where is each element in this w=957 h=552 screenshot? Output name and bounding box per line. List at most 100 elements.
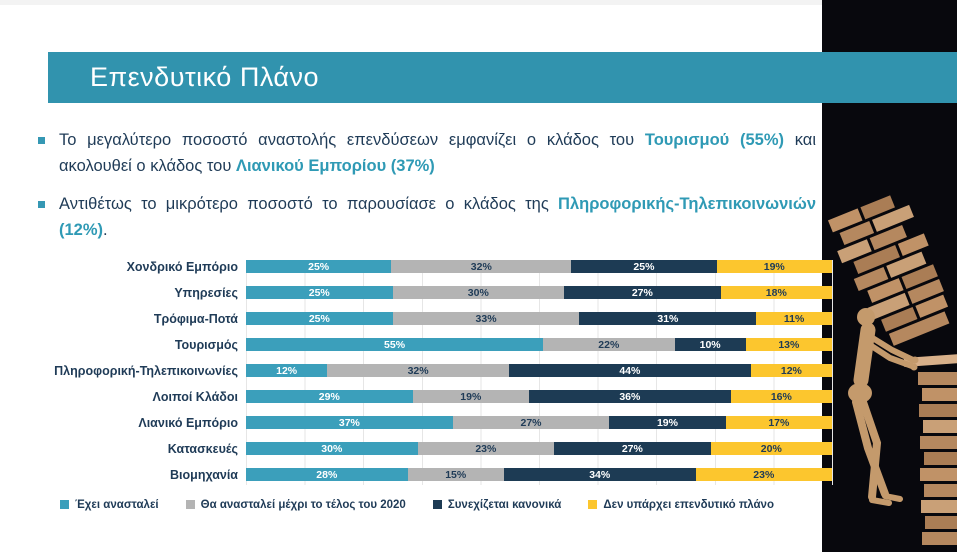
bar-segment: 27% <box>564 286 721 300</box>
stacked-bar: 29% 19% 36% 16% <box>246 390 833 404</box>
segment-value-label: 28% <box>316 468 338 481</box>
segment-value-label: 37% <box>338 416 360 429</box>
bar-segment: 15% <box>407 468 504 482</box>
segment-value-label: 30% <box>467 286 489 299</box>
stacked-bar: 12% 32% 44% 12% <box>246 364 833 378</box>
bar-segment: 32% <box>391 260 572 274</box>
chart-legend: Έχει ανασταλεί Θα ανασταλεί μέχρι το τέλο… <box>60 499 816 511</box>
bullet-list: Το μεγαλύτερο ποσοστό αναστολής επενδύσε… <box>36 128 816 244</box>
bar-segment: 18% <box>720 286 832 300</box>
segment-value-label: 44% <box>619 364 641 377</box>
bar-segment: 37% <box>246 416 453 430</box>
segment-value-label: 17% <box>768 416 790 429</box>
stacked-bar: 25% 32% 25% 19% <box>246 260 832 274</box>
segment-value-label: 25% <box>308 260 330 273</box>
bullet-text-run: και ακολουθεί ο κλάδος του <box>59 131 816 175</box>
segment-value-label: 11% <box>783 312 805 325</box>
segment-value-label: 55% <box>384 338 406 351</box>
segment-value-label: 19% <box>763 260 785 273</box>
slide-content: Το μεγαλύτερο ποσοστό αναστολής επενδύσε… <box>36 128 833 511</box>
segment-value-label: 27% <box>621 442 643 455</box>
bar-segment: 31% <box>579 312 757 326</box>
bar-segment: 23% <box>417 442 555 456</box>
category-label: Τρόφιμα-Ποτά <box>153 311 238 326</box>
chart-row: Χονδρικό Εμπόριο 25% 32% 25% 19% <box>36 259 832 274</box>
bullet-text-run: Αντιθέτως το μικρότερο ποσοστό το παρουσ… <box>59 195 559 214</box>
category-label: Βιομηχανία <box>170 467 238 482</box>
bullet-accent-run: Πληροφορικής-Τηλεπικοινωνιών (12%) <box>59 195 816 240</box>
stacked-bar: 30% 23% 27% 20% <box>246 442 832 456</box>
bar-segment: 33% <box>392 312 580 326</box>
chart-row: Τρόφιμα-Ποτά 25% 33% 31% 11% <box>36 311 832 326</box>
segment-value-label: 25% <box>633 260 655 273</box>
segment-value-label: 22% <box>598 338 620 351</box>
stacked-bar: 55% 22% 10% 13% <box>246 338 832 352</box>
segment-value-label: 23% <box>475 442 497 455</box>
category-label: Χονδρικό Εμπόριο <box>126 259 238 274</box>
segment-value-label: 25% <box>308 286 330 299</box>
bar-segment: 30% <box>392 286 565 300</box>
category-label: Λοιποί Κλάδοι <box>152 389 238 404</box>
category-label: Πληροφορική-Τηλεπικοινωνίες <box>54 363 238 378</box>
bar-segment: 27% <box>452 416 610 430</box>
bar-segment: 55% <box>246 338 544 352</box>
segment-value-label: 13% <box>778 338 800 351</box>
bar-segment: 25% <box>246 312 393 326</box>
bullet-item: Το μεγαλύτερο ποσοστό αναστολής επενδύσε… <box>36 128 816 179</box>
bar-segment: 16% <box>730 390 833 404</box>
segment-value-label: 23% <box>753 468 775 481</box>
bar-segment: 13% <box>745 338 832 352</box>
bar-segment: 11% <box>756 312 832 326</box>
stacked-bar-chart: Χονδρικό Εμπόριο 25% 32% 25% 19% Υπηρεσίες 25%… <box>36 259 833 511</box>
category-label: Κατασκευές <box>167 441 238 456</box>
segment-value-label: 27% <box>520 416 542 429</box>
bullet-text: Αντιθέτως το μικρότερο ποσοστό το παρουσ… <box>59 192 816 243</box>
chart-rows: Χονδρικό Εμπόριο 25% 32% 25% 19% Υπηρεσίες 25%… <box>36 259 833 482</box>
bullet-marker-icon <box>38 137 45 144</box>
chart-row: Λιανικό Εμπόριο 37% 27% 19% 17% <box>36 416 832 430</box>
legend-swatch-icon <box>588 500 598 510</box>
segment-value-label: 12% <box>276 364 298 377</box>
segment-value-label: 36% <box>619 390 641 403</box>
bar-segment: 25% <box>571 260 717 274</box>
legend-swatch-icon <box>432 500 442 510</box>
bullet-accent-run: Τουρισμού (55%) <box>644 131 785 149</box>
segment-value-label: 10% <box>699 338 721 351</box>
chart-row: Κατασκευές 30% 23% 27% 20% <box>36 441 832 456</box>
category-label: Τουρισμός <box>174 337 238 352</box>
top-strip <box>0 0 822 5</box>
bullet-accent-run: Λιανικού Εμπορίου (37%) <box>235 156 435 175</box>
chart-row: Βιομηχανία 28% 15% 34% 23% <box>36 467 833 482</box>
segment-value-label: 29% <box>318 390 340 403</box>
stacked-bar: 37% 27% 19% 17% <box>246 416 832 430</box>
bar-segment: 28% <box>246 468 408 482</box>
legend-label: Συνεχίζεται κανονικά <box>447 498 562 511</box>
segment-value-label: 32% <box>407 364 429 377</box>
bar-segment: 34% <box>503 468 696 482</box>
stacked-bar: 28% 15% 34% 23% <box>246 468 833 482</box>
chart-row: Τουρισμός 55% 22% 10% 13% <box>36 337 832 352</box>
bar-segment: 19% <box>716 260 832 274</box>
segment-value-label: 12% <box>780 364 802 377</box>
bar-segment: 19% <box>412 390 529 404</box>
legend-item: Θα ανασταλεί μέχρι το τέλος του 2020 <box>185 499 406 511</box>
bar-segment: 29% <box>246 390 413 404</box>
legend-item: Έχει ανασταλεί <box>60 499 159 511</box>
segment-value-label: 25% <box>308 312 330 325</box>
bullet-text-run: . <box>103 221 108 240</box>
bar-segment: 44% <box>508 364 751 378</box>
bar-segment: 20% <box>710 442 832 456</box>
chart-row: Υπηρεσίες 25% 30% 27% 18% <box>36 285 832 300</box>
bar-segment: 25% <box>246 260 392 274</box>
bar-segment: 30% <box>246 442 418 456</box>
chart-row: Πληροφορική-Τηλεπικοινωνίες 12% 32% 44% 12% <box>36 363 833 378</box>
bullet-text-run: Το μεγαλύτερο ποσοστό αναστολής επενδύσε… <box>59 131 645 149</box>
legend-swatch-icon <box>185 500 195 510</box>
stacked-bar: 25% 33% 31% 11% <box>246 312 832 326</box>
segment-value-label: 32% <box>470 260 492 273</box>
legend-item: Δεν υπάρχει επενδυτικό πλάνο <box>588 499 774 511</box>
bullet-marker-icon <box>38 201 45 209</box>
bar-segment: 25% <box>246 286 393 300</box>
category-label: Υπηρεσίες <box>174 285 238 300</box>
segment-value-label: 30% <box>321 442 343 455</box>
